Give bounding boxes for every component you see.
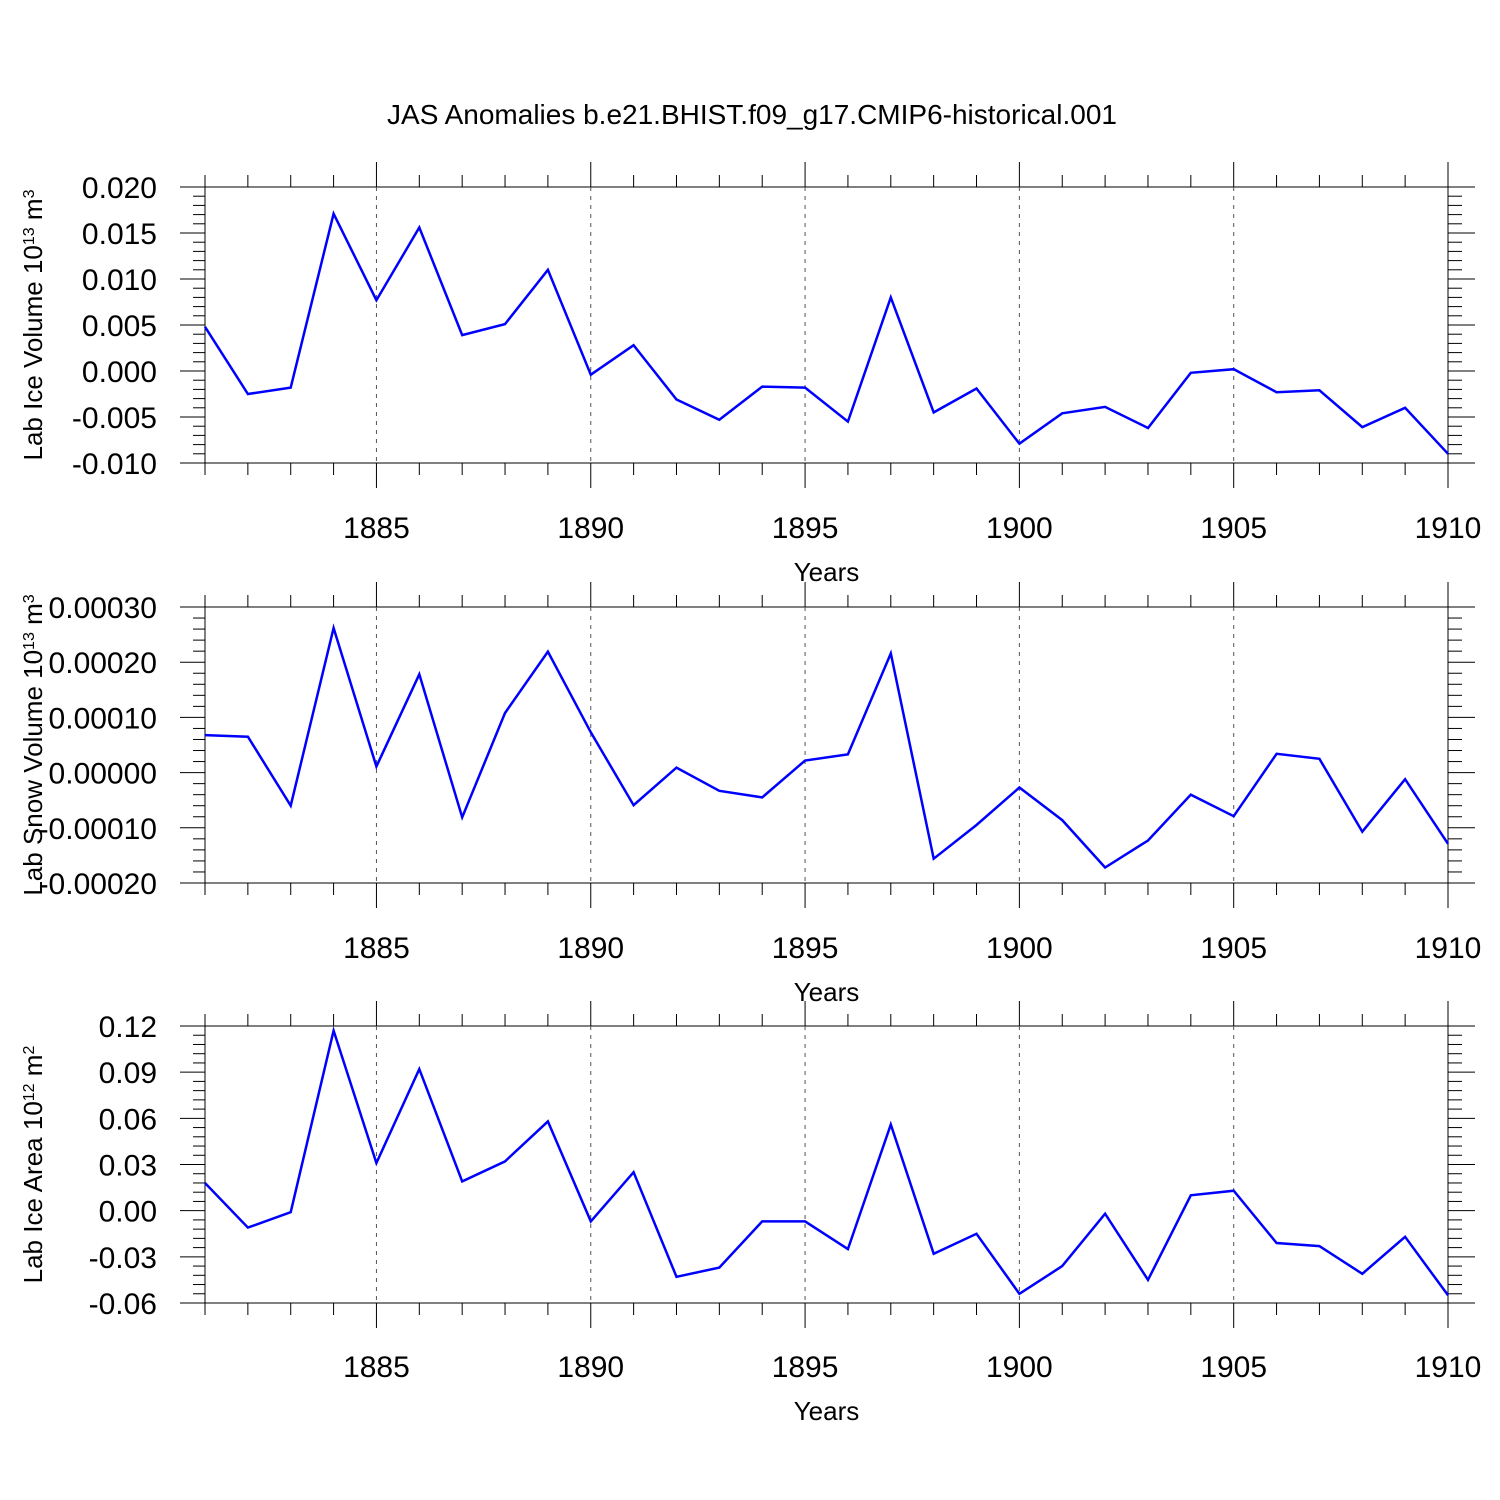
y-tick-label: 0.00000	[49, 758, 157, 791]
panel-1: 1885 1890 1895 1900 1905 1910 -0.010 -0.005 0.00…	[18, 162, 1481, 587]
x-tick-label: 1885	[343, 932, 410, 965]
x-tick-label: 1910	[1415, 512, 1482, 545]
x-tick-label: 1885	[343, 512, 410, 545]
y-tick-label: -0.005	[72, 402, 157, 435]
y-axis-label: Lab Snow Volume 1013 m3	[18, 594, 48, 895]
series-line	[204, 623, 1450, 870]
x-axis-label: Years	[794, 557, 860, 587]
y-tick-label: 0.010	[82, 264, 157, 297]
x-tick-label: 1905	[1200, 932, 1267, 965]
x-tick-label: 1900	[986, 932, 1053, 965]
x-tick-label: 1905	[1200, 512, 1267, 545]
x-tick-label: 1895	[772, 512, 839, 545]
x-tick-label: 1900	[986, 512, 1053, 545]
x-tick-label: 1895	[772, 1351, 839, 1384]
y-tick-label: 0.00010	[49, 702, 157, 735]
y-tick-label: 0.00	[99, 1196, 157, 1229]
panel-2: 1885 1890 1895 1900 1905 1910 -0.00020 -0.00010…	[18, 582, 1481, 1007]
y-tick-label: 0.005	[82, 310, 157, 343]
y-tick-label: -0.00020	[39, 868, 157, 901]
x-tick-label: 1905	[1200, 1351, 1267, 1384]
x-tick-label: 1890	[557, 932, 624, 965]
x-tick-label: 1895	[772, 932, 839, 965]
x-axis-label: Years	[794, 977, 860, 1007]
series-line	[203, 210, 1449, 455]
y-tick-label: 0.000	[82, 356, 157, 389]
series-line	[204, 1025, 1450, 1297]
y-axis-label: Lab Ice Volume 1013 m3	[18, 189, 48, 460]
x-axis-label: Years	[794, 1396, 860, 1426]
y-tick-label: 0.00020	[49, 647, 157, 680]
y-tick-label: 0.09	[99, 1057, 157, 1090]
x-tick-label: 1890	[557, 512, 624, 545]
panels: 1885 1890 1895 1900 1905 1910 -0.010 -0.005 0.00…	[18, 162, 1481, 1426]
y-axis-label: Lab Ice Area 1012 m2	[18, 1046, 48, 1284]
y-tick-label: -0.010	[72, 448, 157, 481]
x-tick-label: 1900	[986, 1351, 1053, 1384]
y-tick-label: -0.06	[89, 1288, 157, 1321]
y-tick-label: 0.015	[82, 218, 157, 251]
y-tick-label: -0.03	[89, 1242, 157, 1275]
y-tick-label: 0.06	[99, 1103, 157, 1136]
x-tick-label: 1890	[557, 1351, 624, 1384]
x-tick-label: 1885	[343, 1351, 410, 1384]
y-tick-label: 0.00030	[49, 592, 157, 625]
y-tick-label: 0.03	[99, 1150, 157, 1183]
chart-title: JAS Anomalies b.e21.BHIST.f09_g17.CMIP6-…	[387, 99, 1117, 130]
y-tick-label: 0.12	[99, 1011, 157, 1044]
x-tick-label: 1910	[1415, 932, 1482, 965]
y-tick-label: 0.020	[82, 172, 157, 205]
x-tick-label: 1910	[1415, 1351, 1482, 1384]
panel-3: 1885 1890 1895 1900 1905 1910 -0.06 -0.03 0.00 0.…	[18, 1001, 1481, 1426]
y-tick-label: -0.00010	[39, 813, 157, 846]
